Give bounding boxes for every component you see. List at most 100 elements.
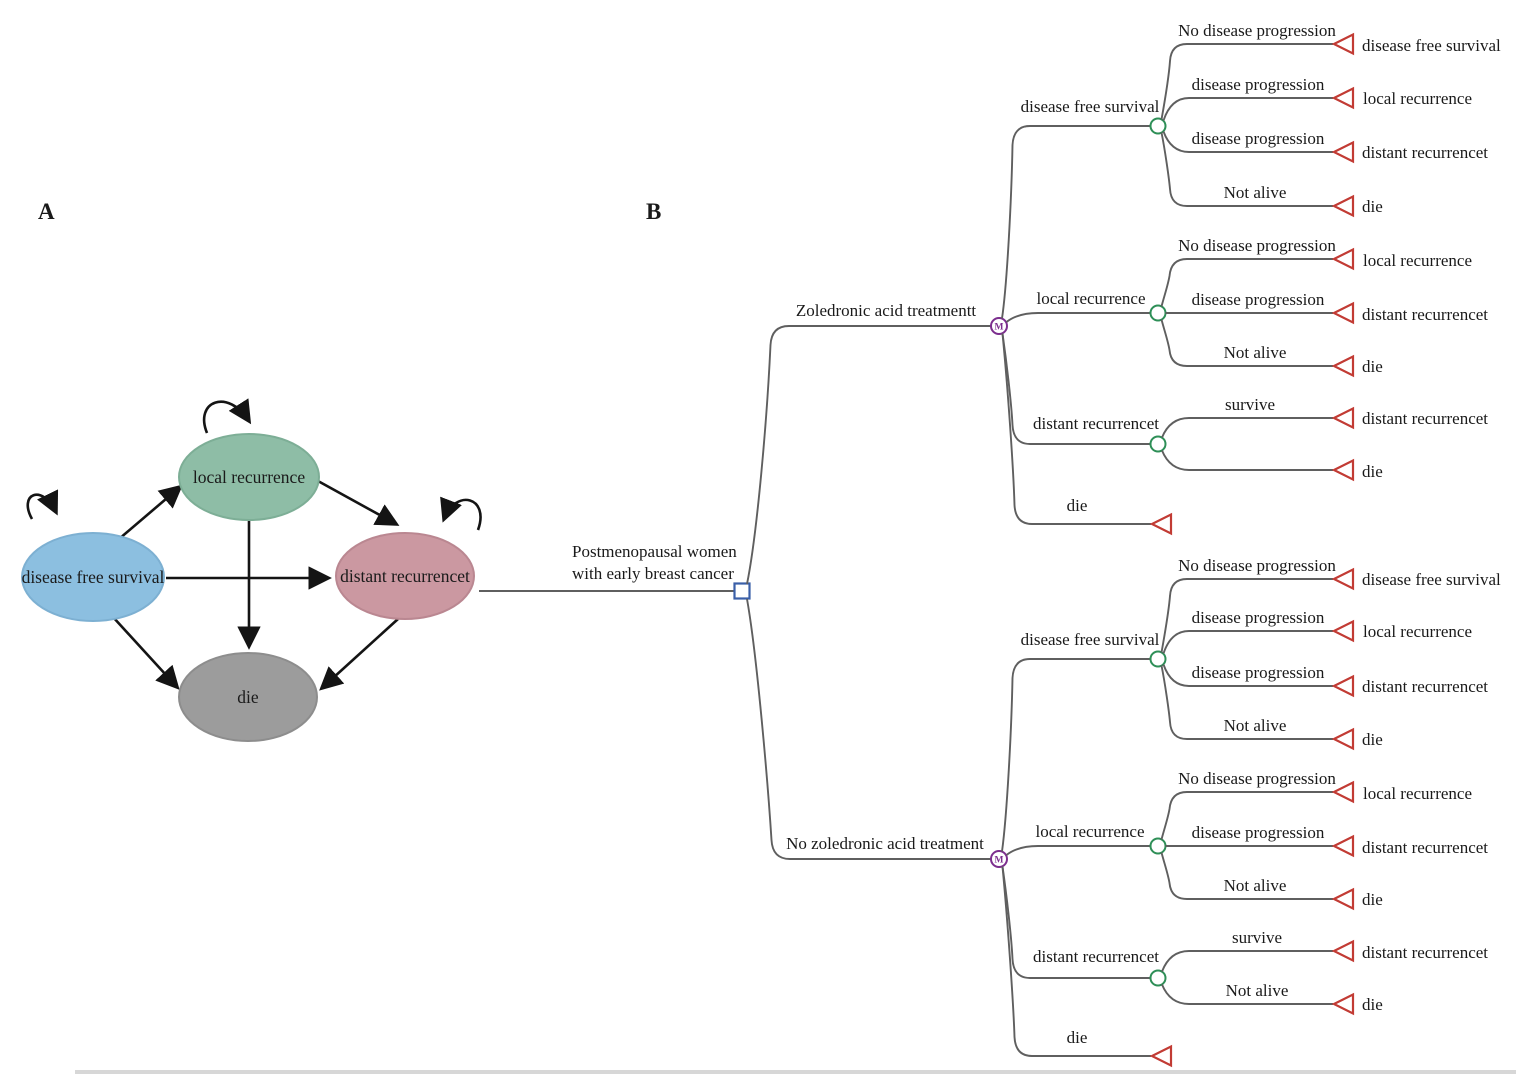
terminal-node-icon xyxy=(1332,940,1355,962)
markov-node-letter: M xyxy=(995,323,1004,333)
probability-branch-label: disease progression xyxy=(1192,290,1325,309)
self-loop-arrow-disease-free-survival xyxy=(26,489,59,520)
terminal-node-icon xyxy=(1150,1045,1173,1067)
state-ellipse xyxy=(335,532,475,620)
terminal-outcome-label: disease free survival xyxy=(1362,570,1501,589)
terminal-outcome-label: distant recurrencet xyxy=(1362,943,1488,962)
branch-line xyxy=(1160,578,1333,653)
branch-line xyxy=(1160,132,1333,207)
terminal-node-icon xyxy=(1332,248,1355,270)
branch-line xyxy=(1001,333,1151,445)
state-label: distant recurrencet xyxy=(340,566,470,586)
terminal-node-icon xyxy=(1332,87,1355,109)
root-label-line1: Postmenopausal women xyxy=(572,542,737,561)
cropped-caption-strip xyxy=(75,1070,1516,1074)
chance-node-icon xyxy=(1149,304,1167,322)
branch-line xyxy=(1162,97,1333,121)
state-branch-label: die xyxy=(1067,496,1088,515)
terminal-node-icon xyxy=(1332,835,1355,857)
terminal-node-icon xyxy=(1332,302,1355,324)
branch-line xyxy=(1160,791,1333,840)
terminal-outcome-label: disease free survival xyxy=(1362,36,1501,55)
state-branch-label: local recurrence xyxy=(1036,822,1145,841)
branch-line xyxy=(1161,950,1333,972)
terminal-outcome-label: local recurrence xyxy=(1363,784,1472,803)
branch-line xyxy=(746,325,991,585)
branch-line xyxy=(1001,333,1151,525)
terminal-node-icon xyxy=(1332,459,1355,481)
state-branch-label: disease free survival xyxy=(1021,630,1160,649)
state-ellipse xyxy=(178,433,320,521)
branch-line xyxy=(1001,658,1151,852)
state-branch-label: local recurrence xyxy=(1037,289,1146,308)
terminal-outcome-label: die xyxy=(1362,197,1383,216)
terminal-node-icon xyxy=(1332,675,1355,697)
branch-line xyxy=(1001,866,1151,979)
terminal-node-icon xyxy=(1332,33,1355,55)
terminal-outcome-label: die xyxy=(1362,462,1383,481)
markov-node-circle xyxy=(990,850,1008,868)
branch-line xyxy=(1005,312,1151,323)
self-loop-arrow-local-recurrence xyxy=(202,398,252,434)
markov-node-letter: M xyxy=(995,856,1004,866)
terminal-outcome-label: local recurrence xyxy=(1363,89,1472,108)
terminal-outcome-label: die xyxy=(1362,357,1383,376)
terminal-node-icon xyxy=(1332,568,1355,590)
panel-a: A disease free survival local recurrence… xyxy=(21,199,482,742)
state-branch-label: distant recurrencet xyxy=(1033,414,1159,433)
probability-branch-label: No disease progression xyxy=(1178,236,1336,255)
terminal-node-icon xyxy=(1332,141,1355,163)
terminal-node-icon xyxy=(1332,620,1355,642)
branch-line xyxy=(1160,43,1333,120)
branch-line xyxy=(1162,664,1333,687)
probability-branch-label: No disease progression xyxy=(1178,21,1336,40)
branch-line xyxy=(1161,450,1333,471)
probability-branch-label: disease progression xyxy=(1192,663,1325,682)
probability-branch-label: disease progression xyxy=(1192,823,1325,842)
branch-line xyxy=(1160,852,1333,900)
state-branch-label: distant recurrencet xyxy=(1033,947,1159,966)
terminal-outcome-label: distant recurrencet xyxy=(1362,143,1488,162)
state-label: disease free survival xyxy=(22,567,165,587)
terminal-node-icon xyxy=(1332,407,1355,429)
terminal-node-icon xyxy=(1332,195,1355,217)
arrow-dfs-to-local xyxy=(118,484,183,540)
branch-line xyxy=(1160,319,1333,367)
chance-node-icon xyxy=(1149,117,1167,135)
probability-branch-label: No disease progression xyxy=(1178,769,1336,788)
probability-branch-label: survive xyxy=(1225,395,1275,414)
markov-node-circle xyxy=(990,317,1008,335)
terminal-node-icon xyxy=(1332,781,1355,803)
terminal-outcome-label: distant recurrencet xyxy=(1362,838,1488,857)
state-branch-label: die xyxy=(1067,1028,1088,1047)
terminal-outcome-label: die xyxy=(1362,730,1383,749)
branch-line xyxy=(1161,984,1333,1005)
chance-node-icon xyxy=(1149,650,1167,668)
state-branch-label: disease free survival xyxy=(1021,97,1160,116)
terminal-outcome-label: local recurrence xyxy=(1363,622,1472,641)
terminal-outcome-label: local recurrence xyxy=(1363,251,1472,270)
state-ellipse xyxy=(21,532,165,622)
chance-node-icon xyxy=(1149,837,1167,855)
arm-label-no-zoledronic: No zoledronic acid treatment xyxy=(786,834,984,853)
chance-node-icon xyxy=(1149,969,1167,987)
root-label-line2: with early breast cancer xyxy=(572,564,734,583)
branch-line xyxy=(1001,125,1151,319)
terminal-outcome-label: distant recurrencet xyxy=(1362,677,1488,696)
probability-branch-label: Not alive xyxy=(1224,183,1287,202)
terminal-outcome-label: die xyxy=(1362,890,1383,909)
branch-line xyxy=(1160,258,1333,307)
terminal-node-icon xyxy=(1332,993,1355,1015)
probability-branch-label: disease progression xyxy=(1192,129,1325,148)
panel-b-letter: B xyxy=(646,199,661,224)
panel-b: B Postmenopausal women with early breast… xyxy=(479,21,1501,1067)
state-disease-free-survival: disease free survival xyxy=(21,532,165,622)
probability-branch-label: Not alive xyxy=(1224,716,1287,735)
markov-node-icon: M xyxy=(990,317,1008,335)
arrow-local-to-distant xyxy=(317,479,400,526)
terminal-outcome-label: distant recurrencet xyxy=(1362,409,1488,428)
branch-line xyxy=(1162,131,1333,153)
arrow-dfs-to-die xyxy=(112,616,180,690)
self-loop-arrow-distant-recurrence xyxy=(440,496,482,531)
